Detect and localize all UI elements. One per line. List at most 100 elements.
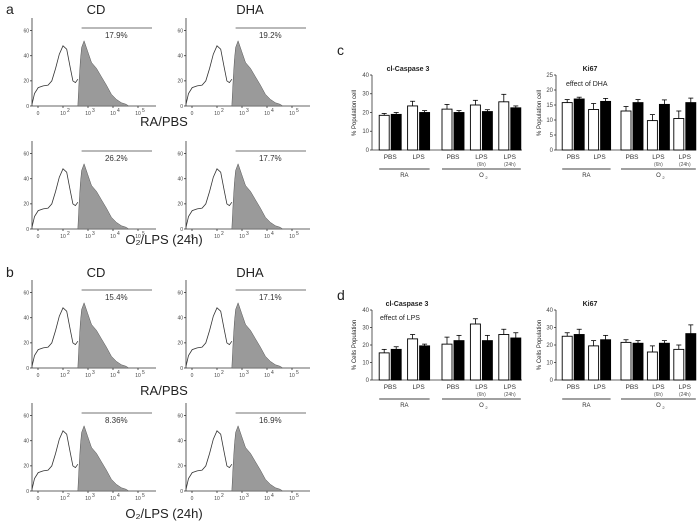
panel-b-r1-c2-x-tick-label: 10 (264, 373, 270, 379)
panel-label-a: a (6, 1, 14, 17)
panel-b-r2-c1-x-tick-exponent: 5 (142, 493, 145, 499)
panel-a-r2-c1-x-tick-label: 10 (85, 234, 91, 240)
panel-d-chart-4-y-tick-label: 40 (546, 308, 553, 314)
panel-b-r1-c2-x-tick-exponent: 2 (221, 370, 224, 376)
panel-c-right-annotation: effect of DHA (566, 81, 608, 88)
panel-a-r1-c2-y-tick-label: 20 (177, 79, 183, 85)
panel-a-r2-c2-x-tick-exponent: 2 (221, 231, 224, 237)
panel-d-chart-4-y-tick-label: 0 (550, 378, 554, 384)
panel-d-chart-4-bar-dha (600, 339, 612, 381)
panel-a-r1-c1-y-tick-label: 20 (23, 79, 29, 85)
panel-a-r2-c2-x-tick-exponent: 4 (271, 231, 274, 237)
panel-a-r1-c1-x-tick-exponent: 5 (142, 108, 145, 114)
panel-c-chart-1-category-label: LPS (412, 154, 425, 161)
panel-c-chart-1-bar-cd (498, 101, 510, 151)
panel-label-b: b (6, 264, 14, 280)
panel-a-r1-c1-x-tick-label: 10 (110, 111, 116, 117)
panel-b-r2-c1-gate-percentage: 8.36% (105, 416, 128, 425)
panel-b-r1-c1-x-tick-label: 10 (60, 373, 66, 379)
panel-d-chart-4-y-tick-label: 20 (546, 343, 553, 349)
panel-b-r1-c1-y-tick-label: 60 (23, 290, 29, 296)
panel-d-chart-3-bar-cd (441, 343, 453, 381)
panel-d-chart-3-bar-cd (378, 352, 390, 381)
panel-c-chart-1-bar-dha (419, 112, 431, 151)
panel-b-r2-c1-x-tick-label: 0 (37, 496, 40, 502)
panel-d-chart-4-group-label-subscript: 2 (662, 405, 665, 410)
panel-a-r1-c2-gate-percentage: 19.2% (259, 31, 282, 40)
panel-b-r1-c1-x-tick-label: 10 (135, 373, 141, 379)
panel-b-r2-c1-x-tick-label: 10 (110, 496, 116, 502)
panel-c-right-title: Ki67 (583, 66, 598, 73)
panel-c-left-title: cl-Caspase 3 (387, 66, 430, 73)
panel-a-r1-c2-x-tick-label: 10 (289, 111, 295, 117)
panel-a-r2-c2-x-tick-label: 10 (289, 234, 295, 240)
panel-d-chart-4-bar-dha (658, 342, 670, 381)
panel-c-chart-2-category-sublabel: (24h) (679, 162, 691, 168)
panel-b-r1-c2-y-tick-label: 20 (177, 341, 183, 347)
panel-a-r2-c2-x-tick-label: 10 (214, 234, 220, 240)
panel-b-r2-c1-x-tick-label: 10 (85, 496, 91, 502)
panel-c-chart-1-category-label: PBS (384, 154, 398, 161)
panel-d-chart-4-category-label: LPS (679, 384, 692, 391)
panel-a-r1-c1-y-tick-label: 40 (23, 54, 29, 60)
panel-c-chart-2-y-tick-label: 25 (546, 73, 553, 79)
panel-a-r1-c2-outline-curve (185, 45, 233, 105)
panel-c-chart-2-bar-dha (632, 102, 644, 151)
panel-c-chart-1-y-tick-label: 0 (366, 148, 370, 154)
panel-d-chart-3-bar-dha (419, 345, 431, 381)
panel-d-chart-3-y-tick-label: 40 (362, 308, 369, 314)
panel-b-r1-c2-y-tick-label: 0 (180, 366, 183, 372)
panel-a-r2-c1-x-tick-exponent: 3 (92, 231, 95, 237)
panel-b-r2-c1-outline-curve (31, 430, 79, 490)
panel-a-r2-c1-gated-curve (77, 163, 130, 230)
panel-d-left-ylabel: % Cells Population (352, 320, 358, 370)
panel-b-r2-c1-y-tick-label: 60 (23, 413, 29, 419)
panel-a-r2-c2-y-tick-label: 0 (180, 227, 183, 233)
panel-b-r1-c1-x-tick-exponent: 3 (92, 370, 95, 376)
panel-a-r1-c2-y-tick-label: 0 (180, 104, 183, 110)
panel-d-chart-3-category-label: PBS (446, 384, 460, 391)
panel-a-r2-c2-x-tick-label: 10 (264, 234, 270, 240)
panel-c-chart-1-group-label: O (479, 173, 484, 179)
panel-b-r1-c1-x-tick-exponent: 4 (117, 370, 120, 376)
panel-d-chart-4-category-label: LPS (652, 384, 665, 391)
panel-b-r2-c2-outline-curve (185, 430, 233, 490)
panel-d-chart-3-y-tick-label: 10 (362, 360, 369, 366)
panel-c-chart-1-y-tick-label: 30 (362, 92, 369, 98)
panel-d-left-title: cl-Caspase 3 (386, 301, 429, 308)
panel-a-r1-c2-x-tick-exponent: 4 (271, 108, 274, 114)
panel-d-chart-3-category-sublabel: (6h) (477, 392, 486, 398)
panel-b-r2-c2-y-tick-label: 40 (177, 439, 183, 445)
panel-d-chart-3-category-sublabel: (24h) (504, 392, 516, 398)
panel-d-chart-3-group-label: RA (400, 403, 408, 409)
panel-a-r1-c2-x-tick-exponent: 3 (246, 108, 249, 114)
panel-a-r2-c1-x-tick-exponent: 4 (117, 231, 120, 237)
panel-b-r2-c1-gated-curve (77, 425, 130, 492)
panel-a-r2-c1-x-tick-label: 10 (110, 234, 116, 240)
panel-a-r1-c1-x-tick-exponent: 2 (67, 108, 70, 114)
panel-a-r2-c1-x-tick-label: 10 (135, 234, 141, 240)
panel-a-r2-c1-gate-percentage: 26.2% (105, 154, 128, 163)
panel-b-r2-c2-y-tick-label: 60 (177, 413, 183, 419)
panel-a-r1-c2-y-tick-label: 60 (177, 28, 183, 34)
panel-d-chart-3-bar-cd (407, 338, 419, 381)
panel-b-r2-c2-x-tick-label: 10 (214, 496, 220, 502)
panel-c-chart-1-bar-cd (378, 114, 390, 151)
panel-d-chart-4-category-label: LPS (593, 384, 606, 391)
panel-d-chart-3-bar-cd (498, 334, 510, 381)
panel-c-chart-1-bar-dha (390, 113, 402, 151)
panel-c-chart-1-bar-cd (469, 104, 481, 151)
panel-b-r1-c2-x-tick-label: 10 (239, 373, 245, 379)
panel-b-r2-c2-x-tick-exponent: 2 (221, 493, 224, 499)
panel-c-chart-1-category-label: LPS (475, 154, 488, 161)
panel-c-chart-1-category-label: PBS (446, 154, 460, 161)
panel-c-chart-2-group-label: O (656, 173, 661, 179)
panel-b-r1-c2-x-tick-label: 0 (191, 373, 194, 379)
panel-a-r2-c2-x-tick-exponent: 3 (246, 231, 249, 237)
panel-a-r2-c2-y-tick-label: 60 (177, 151, 183, 157)
panel-a-r1-c2-gated-curve (231, 40, 284, 107)
